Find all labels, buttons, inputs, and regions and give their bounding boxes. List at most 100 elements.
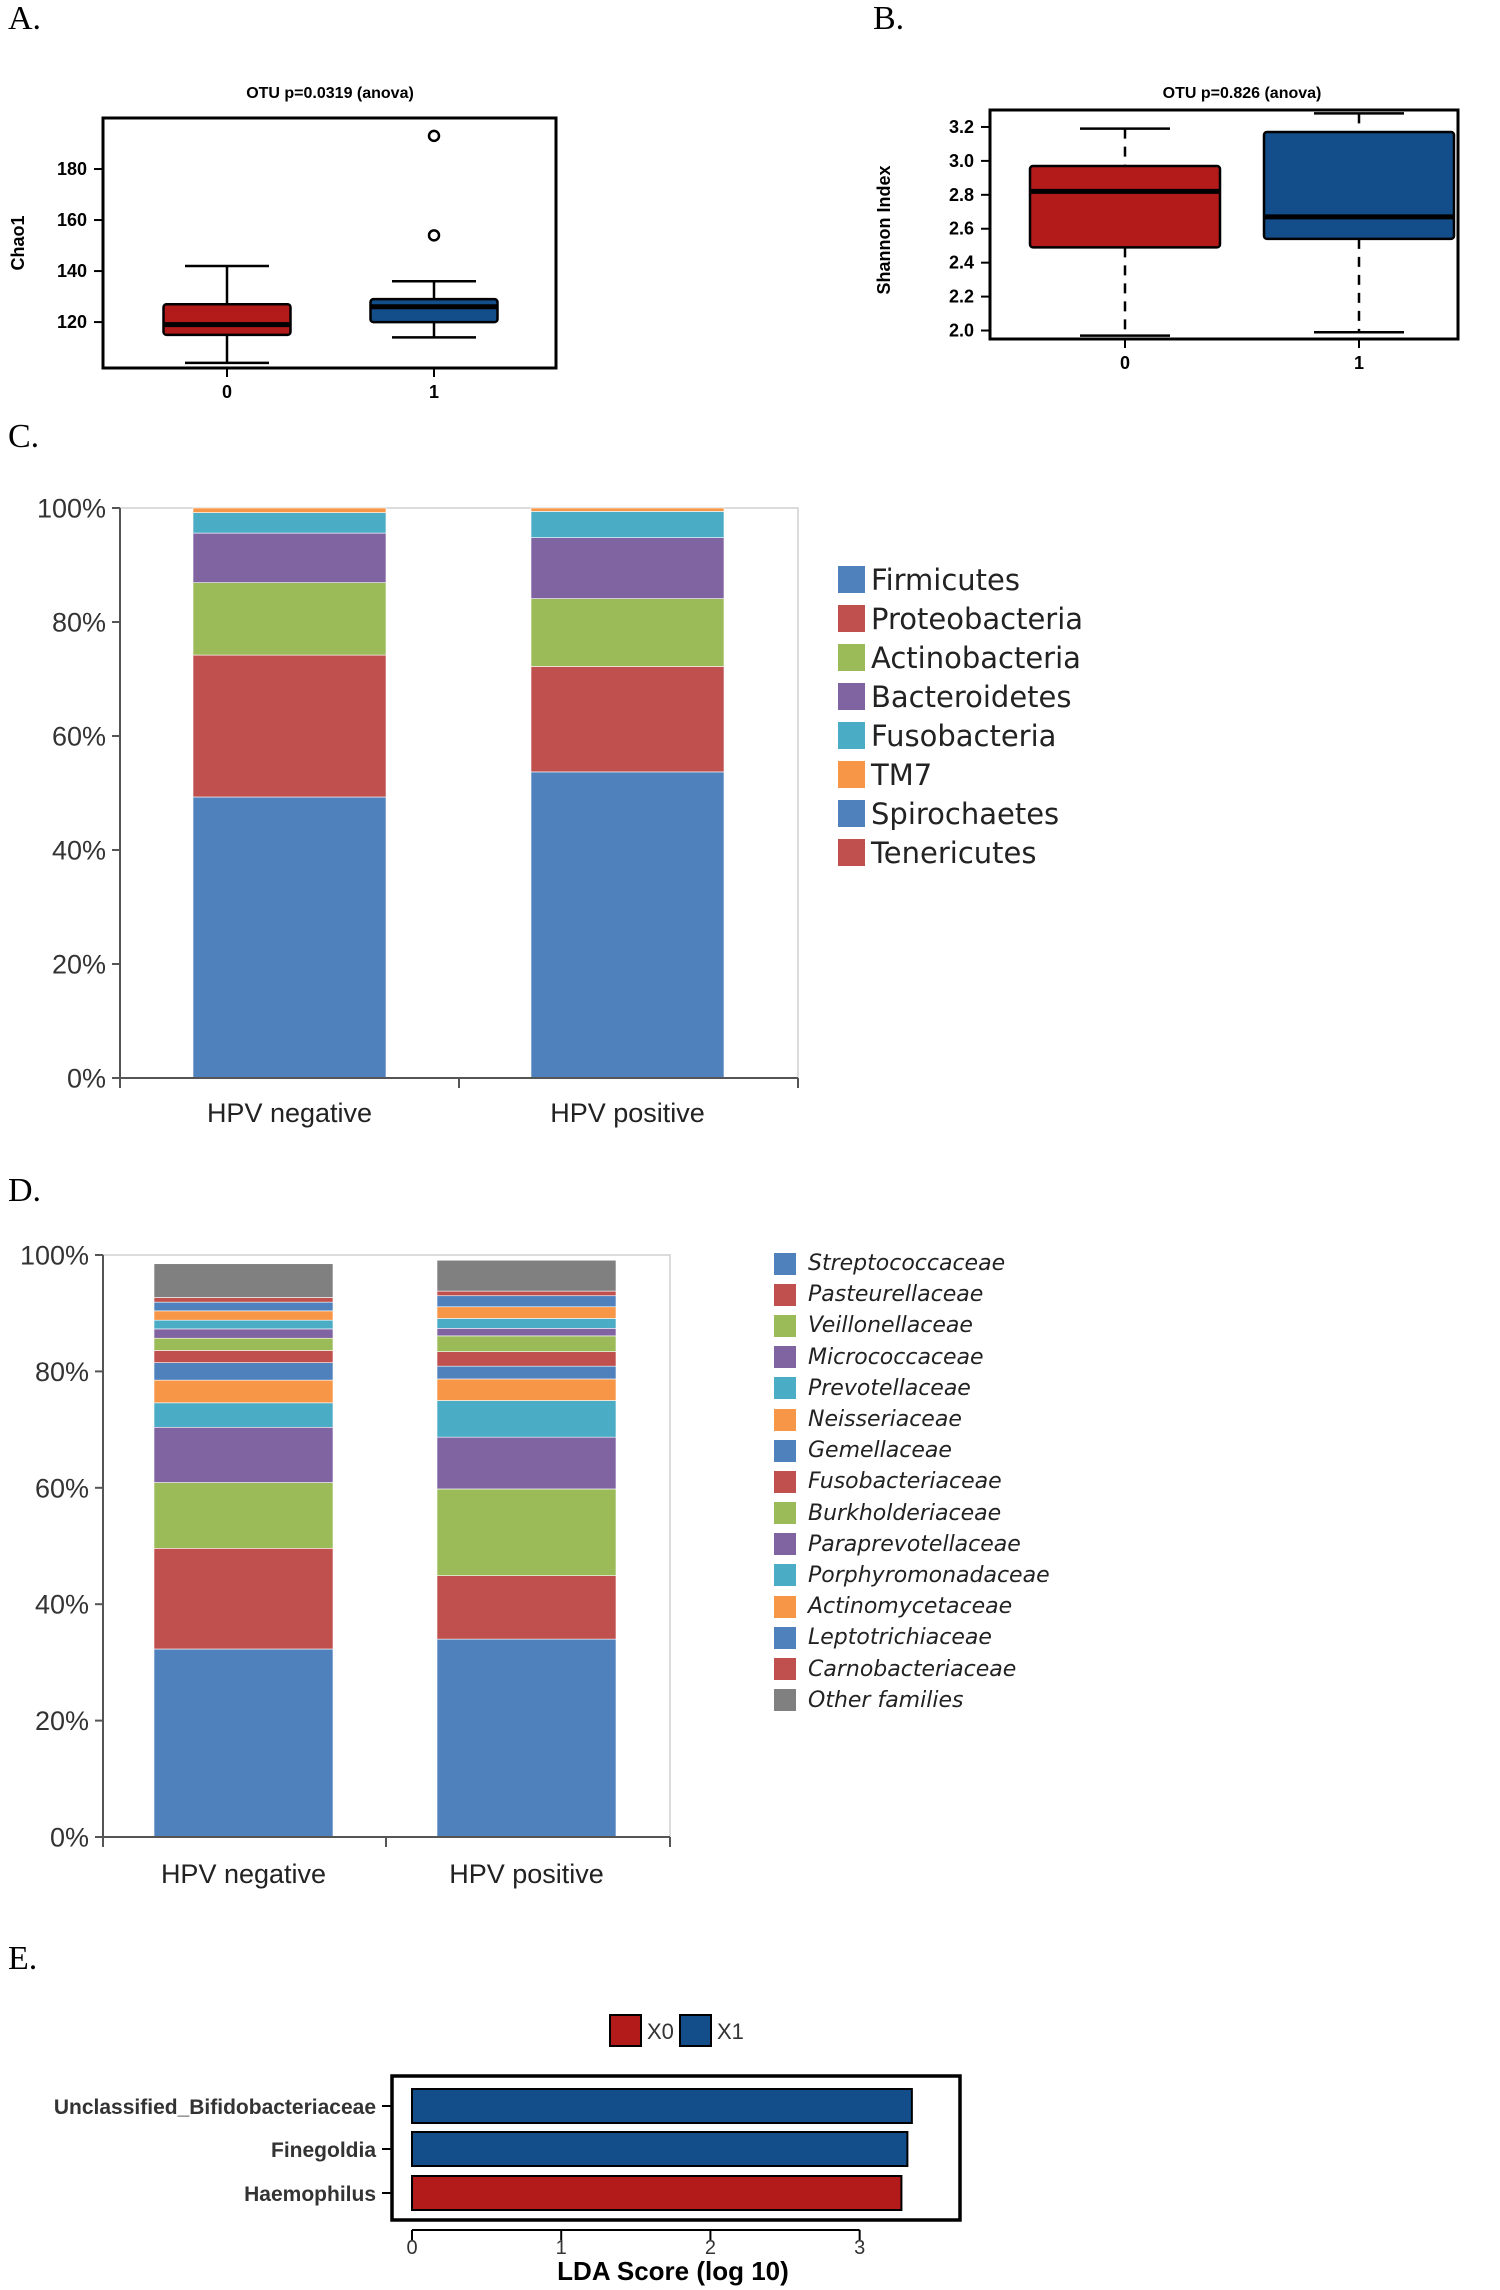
legend-label: Prevotellaceae bbox=[808, 1375, 971, 1401]
chart-title: OTU p=0.0319 (anova) bbox=[246, 85, 414, 102]
box-plot-chao1: OTU p=0.0319 (anova) Chao1 120140160180 … bbox=[8, 85, 558, 402]
legend-swatch bbox=[774, 1314, 796, 1337]
legend-label: Spirochaetes bbox=[871, 796, 1060, 831]
legend-label: Fusobacteria bbox=[871, 718, 1057, 753]
bar-segment-fusobacteria bbox=[530, 511, 725, 538]
legend-item: Veillonellaceae bbox=[774, 1310, 1050, 1341]
bar-segment-pasteurellaceae bbox=[436, 1575, 617, 1640]
x-axis: HPV negative HPV positive bbox=[102, 1836, 671, 1889]
legend-label: X1 bbox=[717, 2019, 744, 2044]
bar-segment-paraprevotellaceae bbox=[436, 1328, 617, 1337]
legend-swatch-x0 bbox=[609, 2014, 642, 2047]
legend-item: Proteobacteria bbox=[838, 599, 1083, 638]
legend-swatch bbox=[838, 644, 865, 671]
y-tick-label: Haemophilus bbox=[244, 2183, 376, 2206]
legend-swatch-x1 bbox=[679, 2014, 712, 2047]
legend-swatch bbox=[774, 1283, 796, 1306]
box-1 bbox=[1262, 130, 1456, 241]
legend-label: X0 bbox=[647, 2019, 674, 2044]
y-tick-label: 80% bbox=[52, 607, 106, 637]
y-tick-label: 2.2 bbox=[949, 287, 974, 307]
legend: Streptococcaceae Pasteurellaceae Veillonel… bbox=[774, 1248, 1050, 1716]
legend-item: Leptotrichiaceae bbox=[774, 1622, 1050, 1653]
y-axis-label: Chao1 bbox=[8, 215, 28, 270]
panel-label-c: C. bbox=[8, 418, 40, 455]
legend-label: Other families bbox=[808, 1687, 964, 1713]
legend-label: Paraprevotellaceae bbox=[808, 1531, 1021, 1557]
legend-label: TM7 bbox=[871, 757, 933, 792]
box-0 bbox=[1028, 164, 1222, 249]
y-tick-label: 20% bbox=[52, 949, 106, 979]
bar-segment-leptotrichiaceae bbox=[436, 1295, 617, 1308]
legend-swatch bbox=[774, 1470, 796, 1493]
box-1 bbox=[369, 297, 499, 324]
y-axis: 0% 20% 40% 60% 80% 100% bbox=[37, 493, 121, 1093]
y-tick-label: 3.2 bbox=[949, 117, 974, 137]
y-tick-label: 60% bbox=[52, 721, 106, 751]
legend-label: Proteobacteria bbox=[871, 601, 1084, 636]
legend-swatch bbox=[774, 1564, 796, 1587]
legend-label: Micrococcaceae bbox=[808, 1344, 984, 1370]
bar-segment-veillonellaceae bbox=[153, 1482, 334, 1549]
bar-segment-other-families bbox=[436, 1259, 617, 1292]
panel-label-a: A. bbox=[8, 0, 42, 37]
plot-frame bbox=[101, 116, 558, 370]
outlier-point bbox=[427, 129, 441, 143]
legend-label: Actinomycetaceae bbox=[808, 1594, 1013, 1620]
bar-segment-tm7 bbox=[192, 507, 387, 513]
legend-swatch bbox=[838, 839, 865, 866]
legend-item: Prevotellaceae bbox=[774, 1373, 1050, 1404]
legend-swatch bbox=[838, 722, 865, 749]
legend-label: Tenericutes bbox=[871, 835, 1037, 870]
x-tick-label: 0 bbox=[406, 2237, 417, 2259]
bar-segment-firmicutes bbox=[530, 771, 725, 1079]
y-tick-label: 140 bbox=[57, 261, 87, 281]
bar-segment-gemellaceae bbox=[436, 1365, 617, 1380]
box-0 bbox=[162, 302, 292, 337]
legend-item: Bacteroidetes bbox=[838, 677, 1083, 716]
y-tick-label: 0% bbox=[67, 1063, 106, 1093]
chart-title: OTU p=0.826 (anova) bbox=[1163, 85, 1322, 102]
x-tick-label: 0 bbox=[222, 382, 232, 402]
y-axis: 120 140 160 180 bbox=[57, 159, 103, 332]
legend-item: Pasteurellaceae bbox=[774, 1279, 1050, 1310]
legend-swatch bbox=[774, 1595, 796, 1618]
bar-segment-micrococcaceae bbox=[153, 1426, 334, 1483]
legend: Firmicutes Proteobacteria Actinobacteria Ba… bbox=[838, 560, 1083, 872]
panel-label-d: D. bbox=[8, 1172, 42, 1209]
bar-segment-leptotrichiaceae bbox=[153, 1301, 334, 1312]
bar-segment-carnobacteriaceae bbox=[436, 1290, 617, 1297]
x-axis-label: LDA Score (log 10) bbox=[557, 2256, 789, 2286]
x-tick-label: 1 bbox=[429, 382, 439, 402]
x-tick-label: 0 bbox=[1120, 353, 1130, 373]
y-axis: 0% 20% 40% 60% 80% 100% bbox=[20, 1240, 104, 1852]
legend-swatch bbox=[774, 1408, 796, 1431]
y-tick-label: 120 bbox=[57, 312, 87, 332]
y-tick-label: 3.0 bbox=[949, 151, 974, 171]
legend-item: Paraprevotellaceae bbox=[774, 1529, 1050, 1560]
x-tick-label: HPV positive bbox=[550, 1098, 705, 1128]
box-plot-shannon: OTU p=0.826 (anova) Shannon Index 2.0 2.2… bbox=[874, 85, 1460, 373]
x-axis: HPV negative HPV positive bbox=[119, 1077, 799, 1128]
legend-item: Spirochaetes bbox=[838, 794, 1083, 833]
bar-segment-fusobacteriaceae bbox=[436, 1351, 617, 1367]
legend-swatch bbox=[774, 1689, 796, 1712]
x-tick-label: 3 bbox=[854, 2237, 865, 2259]
bar-segment-fusobacteriaceae bbox=[153, 1350, 334, 1363]
outlier-point bbox=[427, 229, 441, 242]
bar-segment-actinobacteria bbox=[530, 598, 725, 667]
y-tick-label: 2.8 bbox=[949, 185, 974, 205]
legend-label: Neisseriaceae bbox=[808, 1407, 962, 1433]
legend-item: Other families bbox=[774, 1685, 1050, 1716]
bar-segment-paraprevotellaceae bbox=[153, 1328, 334, 1339]
bar-segment-micrococcaceae bbox=[436, 1436, 617, 1490]
y-tick-label: 2.6 bbox=[949, 219, 974, 239]
legend-swatch bbox=[774, 1252, 796, 1275]
legend-label: Burkholderiaceae bbox=[808, 1500, 1002, 1526]
legend-swatch bbox=[838, 605, 865, 632]
bar-segment-carnobacteriaceae bbox=[153, 1297, 334, 1303]
bar bbox=[411, 2088, 913, 2124]
y-tick-label: 20% bbox=[35, 1706, 89, 1736]
